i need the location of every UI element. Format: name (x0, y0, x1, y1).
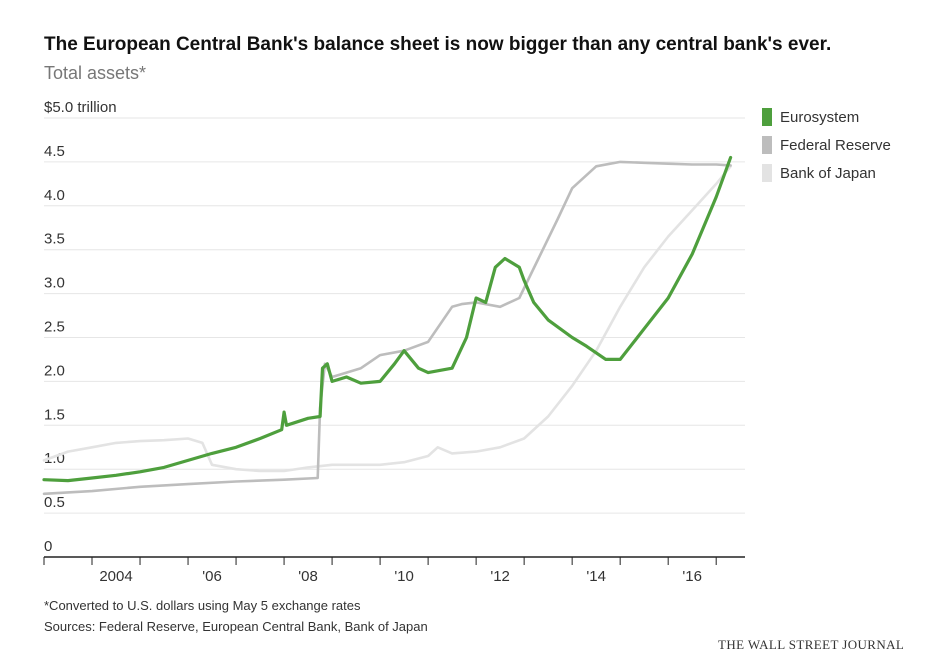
legend-swatch-bank-of-japan (762, 164, 772, 182)
y-tick-label: 4.5 (44, 143, 65, 160)
chart-subtitle: Total assets* (44, 63, 147, 83)
grid (44, 117, 745, 514)
y-tick-label: 4.0 (44, 187, 65, 204)
x-tick-label: '16 (682, 568, 702, 585)
footnote: *Converted to U.S. dollars using May 5 e… (44, 598, 361, 613)
publisher-logo: THE WALL STREET JOURNAL (718, 637, 905, 652)
sources: Sources: Federal Reserve, European Centr… (44, 619, 428, 634)
y-tick-label: $5.0 trillion (44, 99, 117, 116)
y-tick-label: 1.5 (44, 406, 65, 423)
series-line-eurosystem (42, 155, 733, 483)
legend-swatch-federal-reserve (762, 136, 772, 154)
legend-item-federal-reserve: Federal Reserve (762, 131, 891, 159)
y-tick-label: 3.0 (44, 275, 65, 292)
x-tick-label: 2004 (99, 568, 132, 585)
x-tick-label: '10 (394, 568, 414, 585)
legend: Eurosystem Federal Reserve Bank of Japan (762, 103, 891, 187)
legend-swatch-eurosystem (762, 108, 772, 126)
y-tick-label: 0 (44, 538, 52, 555)
series-lines (42, 155, 733, 496)
y-tick-label: 2.5 (44, 319, 65, 336)
x-axis: 2004 '06 '08 '10 '12 '14 '16 (43, 556, 745, 585)
x-tick-label: '12 (490, 568, 510, 585)
legend-item-bank-of-japan: Bank of Japan (762, 159, 891, 187)
series-line-bank-of-japan (42, 165, 732, 473)
y-tick-label: 2.0 (44, 362, 65, 379)
legend-item-eurosystem: Eurosystem (762, 103, 891, 131)
x-tick-label: '06 (202, 568, 222, 585)
x-tick-label: '14 (586, 568, 606, 585)
legend-label-eurosystem: Eurosystem (780, 108, 860, 126)
series-line-federal-reserve (42, 160, 732, 496)
y-axis-labels: 00.51.01.52.02.53.03.54.04.5$5.0 trillio… (44, 99, 117, 555)
y-tick-label: 0.5 (44, 494, 65, 511)
chart-title: The European Central Bank's balance shee… (44, 34, 832, 55)
legend-label-bank-of-japan: Bank of Japan (780, 164, 876, 182)
legend-label-federal-reserve: Federal Reserve (780, 136, 891, 154)
y-tick-label: 3.5 (44, 231, 65, 248)
x-tick-label: '08 (298, 568, 318, 585)
